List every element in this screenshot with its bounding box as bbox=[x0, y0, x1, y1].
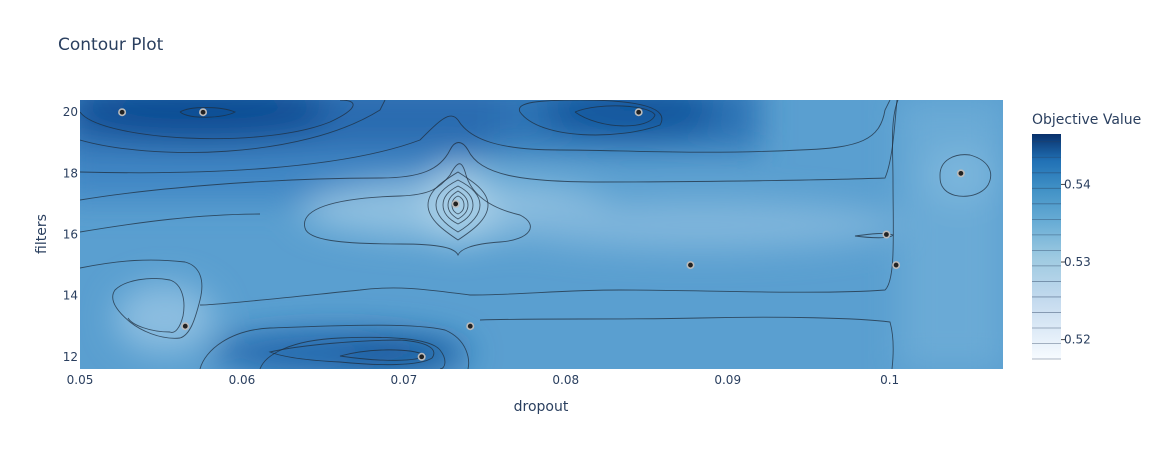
y-axis-ticks: 12 14 16 18 20 bbox=[63, 105, 78, 364]
colorbar-tick-label: 0.54 bbox=[1064, 177, 1091, 191]
x-tick-label: 0.06 bbox=[229, 373, 256, 387]
trial-markers bbox=[118, 108, 965, 361]
trial-point bbox=[199, 108, 208, 117]
contour-fill bbox=[80, 100, 1003, 369]
colorbar: Objective Value 0.52 0.53 0.54 bbox=[1032, 112, 1141, 360]
trial-point bbox=[634, 108, 643, 117]
trial-point bbox=[956, 169, 965, 178]
x-tick-label: 0.07 bbox=[391, 373, 418, 387]
trial-point bbox=[892, 261, 901, 270]
chart-title: Contour Plot bbox=[58, 35, 164, 55]
contour-lines bbox=[80, 100, 992, 369]
y-tick-label: 20 bbox=[63, 105, 78, 119]
trial-point bbox=[686, 261, 695, 270]
y-tick-label: 18 bbox=[63, 166, 78, 180]
x-tick-label: 0.09 bbox=[714, 373, 741, 387]
y-tick-label: 16 bbox=[63, 228, 78, 242]
y-tick-label: 14 bbox=[63, 289, 78, 303]
x-tick-label: 0.1 bbox=[880, 373, 899, 387]
x-tick-label: 0.05 bbox=[67, 373, 94, 387]
trial-point bbox=[466, 322, 475, 331]
trial-point bbox=[451, 199, 460, 208]
y-axis-title: filters bbox=[34, 214, 50, 254]
trial-point bbox=[417, 352, 426, 361]
trial-point bbox=[181, 322, 190, 331]
colorbar-tick-label: 0.52 bbox=[1064, 333, 1091, 347]
colorbar-tick-label: 0.53 bbox=[1064, 255, 1091, 269]
trial-point bbox=[118, 108, 127, 117]
x-axis-ticks: 0.05 0.06 0.07 0.08 0.09 0.1 bbox=[67, 373, 900, 387]
trial-point bbox=[882, 230, 891, 239]
colorbar-title: Objective Value bbox=[1032, 112, 1141, 128]
x-axis-title: dropout bbox=[514, 399, 569, 415]
colorbar-gradient bbox=[1032, 134, 1061, 359]
x-tick-label: 0.08 bbox=[552, 373, 579, 387]
y-tick-label: 12 bbox=[63, 350, 78, 364]
